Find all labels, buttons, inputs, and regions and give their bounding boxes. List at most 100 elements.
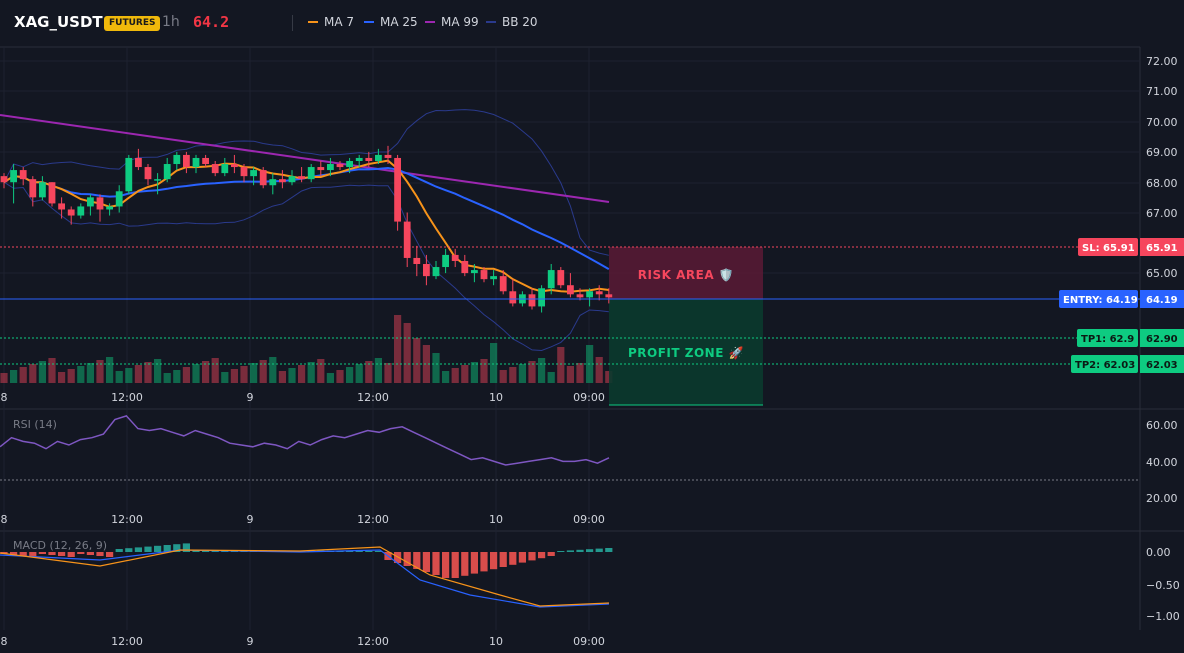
- volume-bar: [19, 367, 27, 383]
- time-tick-label: 9: [247, 391, 254, 404]
- price-tick-label: 69.00: [1146, 146, 1178, 159]
- tp2-axis-value: 62.03: [1146, 360, 1178, 371]
- volume-bar: [451, 368, 459, 383]
- risk-area-box: [609, 247, 763, 299]
- rsi-tick-label: 60.00: [1146, 419, 1178, 432]
- candle-body: [135, 157, 142, 168]
- macd-hist-bar: [451, 552, 459, 578]
- candle-body: [442, 254, 449, 268]
- macd-hist-bar: [355, 550, 363, 552]
- symbol-title[interactable]: XAG_USDT: [14, 13, 103, 31]
- macd-hist-bar: [134, 547, 142, 552]
- candle-body: [221, 164, 229, 174]
- volume-bar: [163, 373, 171, 383]
- price-tick-label: 71.00: [1146, 85, 1178, 98]
- macd-hist-bar: [566, 550, 574, 552]
- legend-bb20[interactable]: BB 20: [486, 15, 538, 29]
- candle-body: [288, 176, 296, 183]
- macd-hist-bar: [154, 545, 162, 552]
- volume-bar: [576, 363, 584, 383]
- time-tick-label: 8: [1, 391, 8, 404]
- macd-hist-bar: [163, 545, 171, 552]
- candle-body: [144, 167, 152, 180]
- candle-body: [509, 291, 517, 304]
- volume-bar: [442, 371, 450, 383]
- volume-bar: [547, 372, 555, 383]
- volume-bar: [240, 366, 248, 383]
- candle-body: [394, 157, 401, 222]
- macd-hist-bar: [432, 552, 440, 575]
- macd-hist-bar: [547, 552, 555, 556]
- candle-body: [192, 157, 200, 168]
- candle-body: [250, 170, 257, 177]
- legend-ma25[interactable]: MA 25: [364, 15, 418, 29]
- futures-badge: FUTURES: [104, 16, 161, 31]
- volume-bar: [374, 358, 382, 383]
- candlesticks: [0, 145, 613, 313]
- macd-hist-bar: [518, 552, 526, 563]
- time-axis[interactable]: 8 12:00 9 12:00 10 09:00 8 12:00 9 12:00 10 09:00 8 1…: [1, 391, 605, 648]
- line-swatch-icon: [364, 21, 374, 23]
- volume-bar: [403, 323, 411, 383]
- macd-hist-bar: [48, 552, 56, 555]
- candle-body: [538, 288, 545, 307]
- volume-bar: [10, 370, 18, 383]
- tp1-axis-box: [1140, 329, 1184, 347]
- candle-body: [499, 276, 507, 292]
- volume-bar: [154, 359, 162, 383]
- ma7-line: [3, 159, 609, 293]
- volume-bar: [422, 345, 430, 383]
- candle-body: [346, 160, 353, 168]
- candle-body: [423, 264, 430, 277]
- candle-body: [279, 179, 286, 183]
- time-tick-label: 10: [489, 391, 503, 404]
- entry-label-box: [1059, 290, 1138, 308]
- volume-bar: [461, 365, 469, 383]
- time-tick-label: 09:00: [573, 635, 605, 648]
- macd-hist-bar: [125, 548, 133, 552]
- macd-hist-bar: [605, 548, 613, 552]
- profit-zone-box: [609, 299, 763, 405]
- candle-body: [269, 179, 277, 186]
- volume-bar: [394, 315, 402, 383]
- time-tick-label: 9: [247, 635, 254, 648]
- volume-bar: [269, 357, 277, 383]
- macd-hist-bar: [19, 552, 27, 556]
- volume-bar: [192, 364, 200, 383]
- volume-bar: [173, 370, 181, 383]
- profit-zone-label: PROFIT ZONE 🚀: [628, 346, 744, 360]
- candle-body: [125, 157, 133, 192]
- volume-bar: [365, 361, 373, 383]
- price-axis[interactable]: 72.00 71.00 70.00 69.00 68.00 67.00 65.00: [1146, 55, 1178, 280]
- time-tick-label: 10: [489, 513, 503, 526]
- candle-body: [96, 197, 104, 210]
- volume-bar: [518, 364, 526, 383]
- time-tick-label: 12:00: [357, 513, 389, 526]
- macd-hist-bar: [38, 552, 46, 554]
- macd-hist-bar: [576, 549, 584, 552]
- candle-body: [163, 164, 171, 180]
- rsi-tick-label: 20.00: [1146, 492, 1178, 505]
- signal-line: [0, 546, 610, 607]
- volume-bar: [29, 364, 37, 383]
- grid-lines: [0, 47, 1140, 630]
- legend-ma7[interactable]: MA 7: [308, 15, 354, 29]
- macd-hist-bar: [413, 552, 421, 569]
- timeframe-selector[interactable]: 1h: [162, 14, 180, 30]
- candle-body: [471, 270, 478, 274]
- volume-bar: [298, 365, 306, 383]
- volume-bar: [77, 366, 85, 383]
- candle-body: [461, 260, 469, 274]
- candle-body: [240, 167, 248, 177]
- macd-hist-bar: [144, 546, 152, 552]
- rsi-tick-label: 40.00: [1146, 456, 1178, 469]
- volume-bar: [96, 360, 104, 383]
- legend-ma99[interactable]: MA 99: [425, 15, 479, 29]
- time-tick-label: 09:00: [573, 391, 605, 404]
- macd-hist-bar: [77, 552, 85, 554]
- macd-hist-bar: [509, 552, 517, 565]
- candle-body: [154, 179, 161, 181]
- time-tick-label: 9: [247, 513, 254, 526]
- candle-body: [298, 176, 305, 180]
